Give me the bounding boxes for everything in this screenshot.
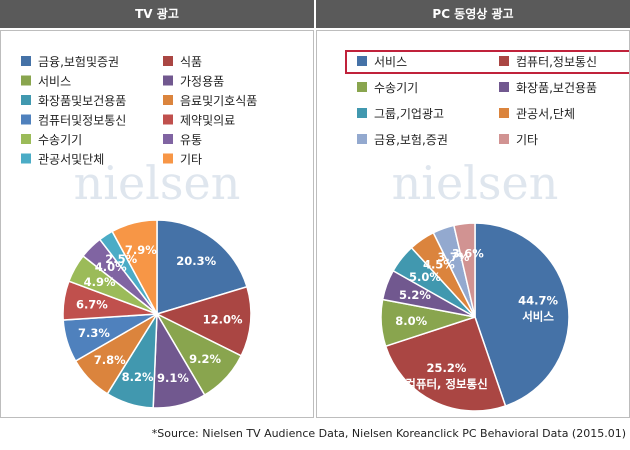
tv-value-label: 4.0% (95, 260, 127, 274)
tv-value-label: 7.8% (94, 353, 126, 367)
tv-legend-label: 기타 (180, 153, 202, 167)
pc-value-label: 3.6% (452, 247, 484, 261)
tv-legend-swatch (21, 75, 31, 86)
tv-legend-swatch (21, 114, 31, 125)
tv-value-label: 7.3% (78, 326, 110, 340)
tv-legend-label: 가정용품 (180, 75, 224, 89)
tv-legend-swatch (21, 153, 31, 164)
tv-legend-label: 유통 (180, 133, 202, 147)
pc-watermark: nielsen (392, 156, 559, 210)
tv-legend-label: 화장품및보건용품 (38, 94, 126, 108)
pc-legend-label: 수송기기 (374, 81, 418, 95)
tv-value-label: 20.3% (176, 254, 216, 268)
tv-legend-label: 금융,보험및증권 (38, 55, 119, 69)
pc-value-label: 25.2% (427, 361, 467, 375)
tv-chart-title: TV 광고 (0, 0, 314, 28)
pc-value-label: 3.7% (438, 250, 470, 264)
tv-legend-label: 관공서및단체 (38, 153, 104, 167)
tv-value-label: 12.0% (203, 313, 243, 327)
tv-legend-label: 서비스 (38, 75, 71, 89)
pc-legend-swatch (499, 56, 509, 66)
tv-value-label: 9.2% (189, 352, 221, 366)
tv-legend-swatch (163, 75, 173, 86)
pc-legend-swatch (357, 108, 367, 118)
tv-value-label: 4.9% (84, 275, 116, 289)
pc-pie-slice (384, 316, 507, 412)
tv-legend-swatch (163, 134, 173, 144)
tv-value-label: 6.7% (76, 297, 108, 311)
pc-legend-label: 컴퓨터,정보통신 (516, 55, 597, 69)
tv-pie-slice (154, 285, 252, 357)
source-note: *Source: Nielsen TV Audience Data, Niels… (151, 427, 626, 440)
tv-legend-label: 수송기기 (38, 133, 82, 147)
pc-legend-label: 그룹,기업광고 (374, 107, 444, 121)
pc-legend-swatch (499, 134, 509, 144)
pc-chart-title: PC 동영상 광고 (316, 0, 630, 28)
pc-slice-name-label: 서비스 (522, 310, 554, 324)
pc-value-label: 44.7% (518, 294, 558, 308)
pc-legend-label: 기타 (516, 133, 538, 147)
tv-legend-swatch (21, 56, 31, 66)
pc-value-label: 5.0% (409, 270, 441, 284)
tv-legend-swatch (163, 56, 173, 66)
tv-legend-label: 음료및기호식품 (180, 94, 257, 108)
pc-legend-label: 서비스 (374, 55, 407, 69)
tv-legend-label: 컴퓨터및정보통신 (38, 114, 126, 128)
pc-legend-label: 금융,보험,증권 (374, 133, 448, 147)
pc-pie-slice (474, 222, 570, 407)
pc-value-label: 4.5% (423, 257, 455, 271)
tv-watermark: nielsen (74, 156, 241, 210)
tv-value-label: 8.2% (122, 370, 154, 384)
tv-value-label: 2.5% (105, 252, 137, 266)
tv-legend-swatch (163, 153, 173, 164)
tv-legend-swatch (163, 95, 173, 105)
pc-value-label: 5.2% (399, 288, 431, 302)
pc-legend-swatch (499, 82, 509, 92)
tv-legend-label: 식품 (180, 55, 202, 69)
pc-value-label: 8.0% (395, 314, 427, 328)
pc-legend-swatch (357, 134, 367, 144)
pc-pie-slice (453, 222, 476, 318)
tv-value-label: 9.1% (157, 371, 189, 385)
tv-legend-swatch (163, 114, 173, 125)
tv-legend-swatch (21, 134, 31, 144)
pc-legend-label: 화장품,보건용품 (516, 81, 597, 95)
pc-legend-swatch (357, 82, 367, 92)
pc-legend-label: 관공서,단체 (516, 107, 575, 121)
pc-legend-swatch (499, 108, 509, 118)
tv-value-label: 7.9% (125, 243, 157, 257)
tv-pie-slice (111, 219, 158, 315)
pc-legend-highlight-box (345, 50, 629, 74)
tv-legend-swatch (21, 95, 31, 105)
pc-legend-swatch (357, 56, 367, 66)
tv-legend-label: 제약및의료 (180, 113, 235, 128)
pc-slice-name-label: 컴퓨터, 정보통신 (405, 377, 487, 391)
tv-pie-slice (156, 219, 248, 316)
